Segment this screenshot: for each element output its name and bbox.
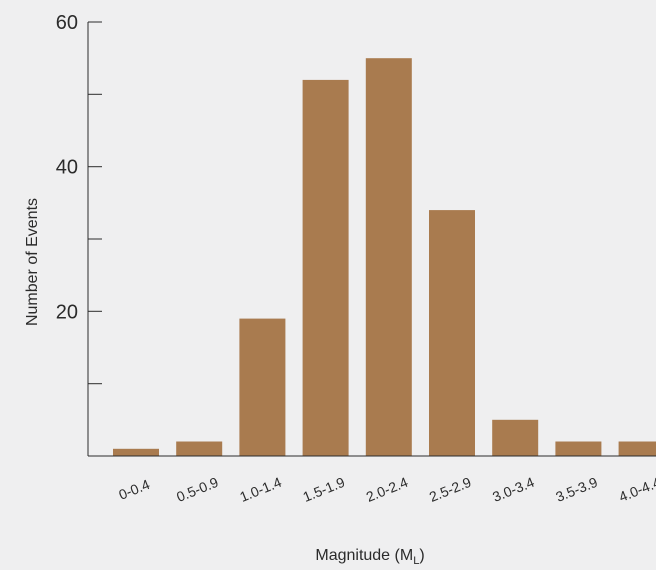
bar-3.5-3.9 [555,441,602,456]
x-tick-label-0-0.4: 0-0.4 [116,476,152,503]
bar-2.0-2.4 [365,58,412,456]
x-tick-label-4.0-4.4: 4.0-4.4 [617,474,656,505]
bar-2.5-2.9 [429,210,475,456]
bar-4.0-4.4 [618,441,656,456]
y-axis-title: Number of Events [24,198,41,326]
bar-1.0-1.4 [239,318,286,456]
bars-layer [113,58,656,457]
y-tick-label-40: 40 [56,157,78,179]
x-tick-label-2.5-2.9: 2.5-2.9 [427,474,474,505]
bar-1.5-1.9 [302,79,349,457]
x-axis-title-close: ) [419,547,424,564]
y-tick-label-60: 60 [56,12,78,34]
bar-3.0-3.4 [492,419,539,456]
x-axis-title-subscript: L [413,555,419,567]
x-tick-label-1.0-1.4: 1.0-1.4 [237,474,284,505]
x-ticks-layer: 0-0.4 0.5-0.9 1.0-1.4 1.5-1.9 2.0-2.4 2.5-2.9… [116,474,656,505]
y-tick-label-20: 20 [56,301,78,323]
bar-0.5-0.9 [176,441,223,456]
x-axis-title-main: Magnitude (M [315,547,413,564]
x-axis-title: Magnitude (ML) [315,547,424,567]
y-ticks-layer: 20 40 60 [56,12,102,385]
x-tick-label-2.0-2.4: 2.0-2.4 [364,474,411,505]
x-tick-label-3.0-3.4: 3.0-3.4 [490,474,537,505]
x-tick-label-3.5-3.9: 3.5-3.9 [553,474,600,505]
bar-0-0.4 [113,448,159,456]
x-tick-label-1.5-1.9: 1.5-1.9 [301,474,348,505]
x-tick-label-0.5-0.9: 0.5-0.9 [174,474,221,505]
